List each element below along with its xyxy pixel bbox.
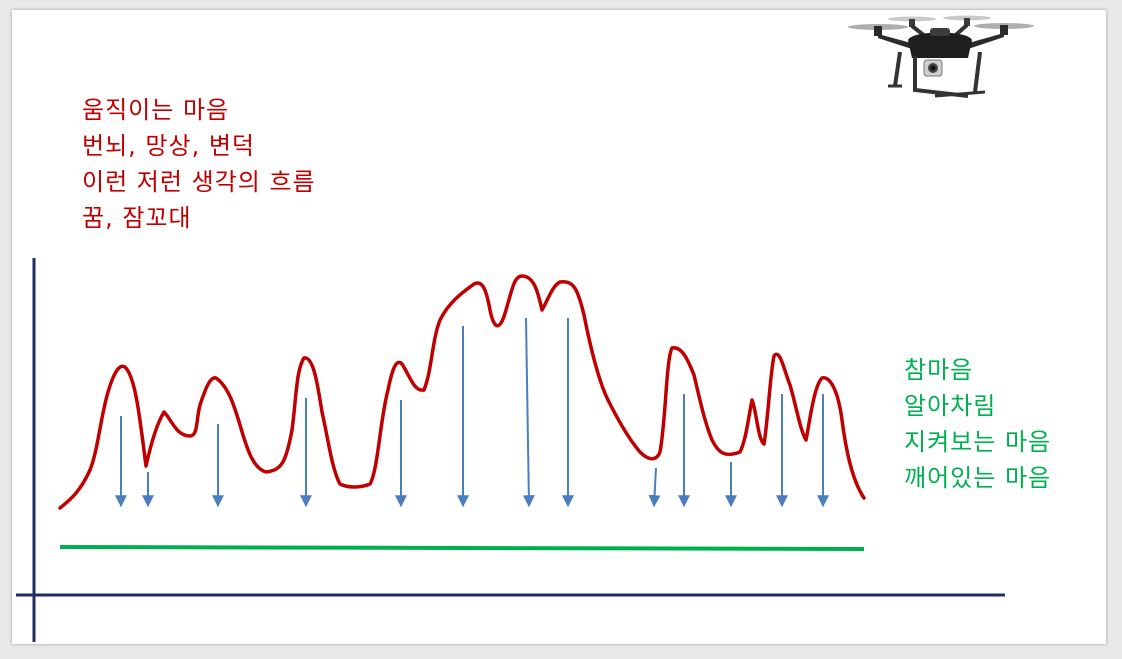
slide: [12, 10, 1106, 644]
text-line: 참마음: [904, 356, 974, 384]
awareness-baseline: [59, 545, 865, 551]
text-line: 지켜보는 마음: [904, 428, 1052, 456]
moving-mind-text: 움직이는 마음 번뇌, 망상, 변덕 이런 저런 생각의 흐름 꿈, 잠꼬대: [82, 92, 316, 236]
true-mind-text: 참마음 알아차림 지켜보는 마음 깨어있는 마음: [904, 352, 1051, 496]
arrow: [648, 467, 661, 508]
arrow: [522, 317, 535, 508]
text-line: 이런 저런 생각의 흐름: [82, 168, 316, 196]
observation-arrows: [115, 317, 829, 508]
text-line: 번뇌, 망상, 변덕: [82, 132, 255, 160]
text-line: 움직이는 마음: [82, 96, 230, 124]
text-line: 알아차림: [904, 392, 997, 420]
drone-icon: [848, 15, 1034, 98]
moving-mind-wave: [58, 274, 866, 510]
text-line: 깨어있는 마음: [904, 464, 1052, 492]
text-line: 꿈, 잠꼬대: [82, 204, 192, 232]
